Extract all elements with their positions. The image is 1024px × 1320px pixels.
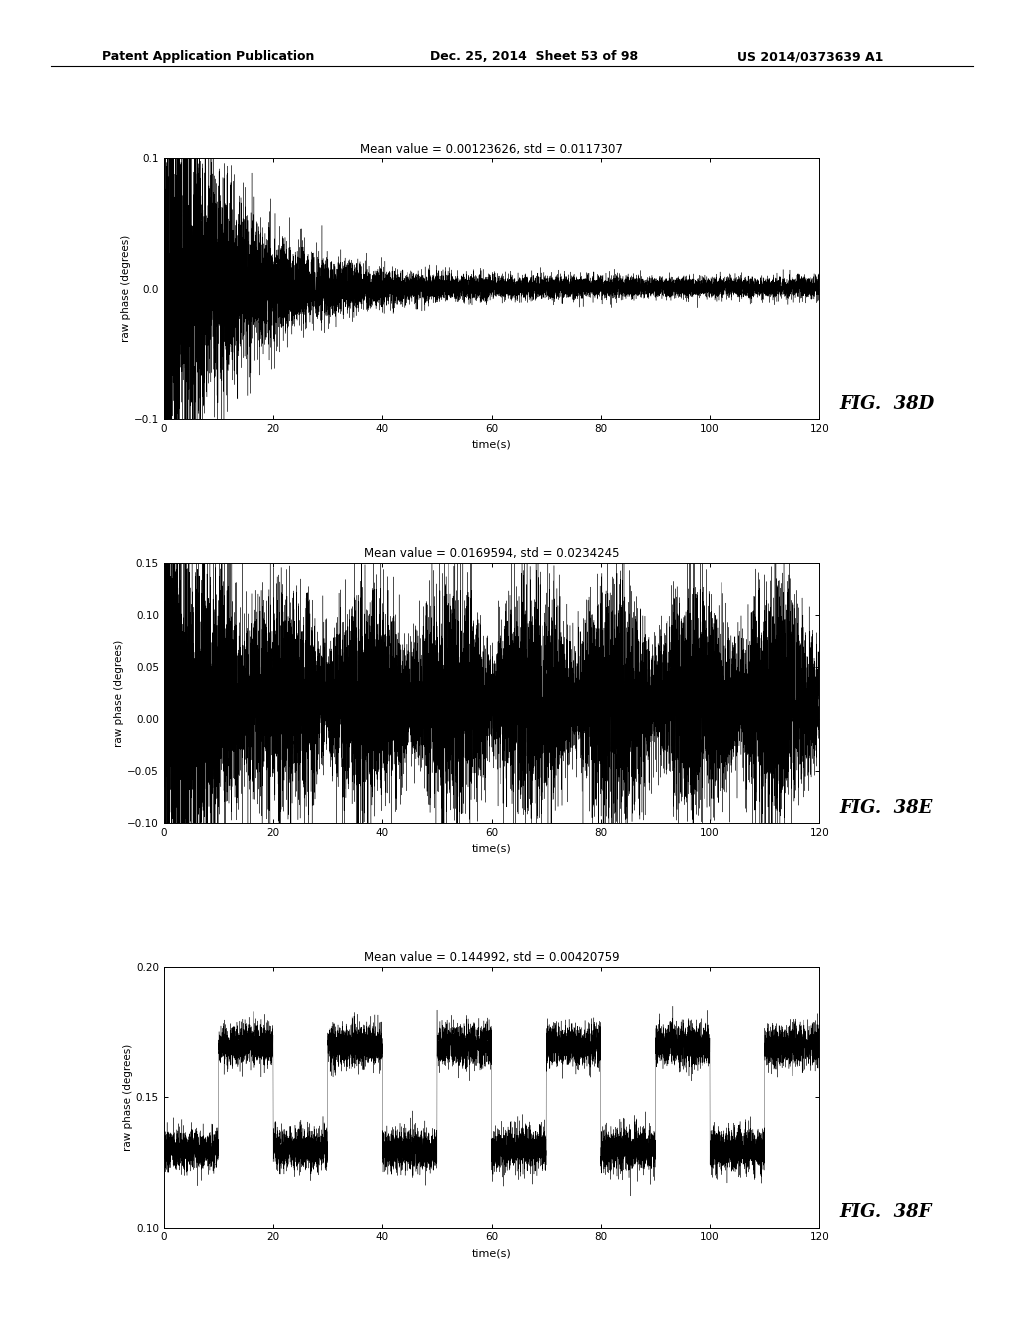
Text: FIG.  38D: FIG. 38D bbox=[840, 395, 935, 413]
Text: FIG.  38E: FIG. 38E bbox=[840, 799, 933, 817]
Title: Mean value = 0.0169594, std = 0.0234245: Mean value = 0.0169594, std = 0.0234245 bbox=[364, 546, 620, 560]
Text: US 2014/0373639 A1: US 2014/0373639 A1 bbox=[737, 50, 884, 63]
Title: Mean value = 0.144992, std = 0.00420759: Mean value = 0.144992, std = 0.00420759 bbox=[364, 952, 620, 965]
Title: Mean value = 0.00123626, std = 0.0117307: Mean value = 0.00123626, std = 0.0117307 bbox=[360, 143, 623, 156]
Y-axis label: raw phase (degrees): raw phase (degrees) bbox=[121, 235, 131, 342]
Y-axis label: raw phase (degrees): raw phase (degrees) bbox=[123, 1044, 133, 1151]
X-axis label: time(s): time(s) bbox=[472, 440, 511, 450]
Text: Dec. 25, 2014  Sheet 53 of 98: Dec. 25, 2014 Sheet 53 of 98 bbox=[430, 50, 638, 63]
Text: Patent Application Publication: Patent Application Publication bbox=[102, 50, 314, 63]
Text: FIG.  38F: FIG. 38F bbox=[840, 1203, 932, 1221]
Y-axis label: raw phase (degrees): raw phase (degrees) bbox=[115, 639, 125, 747]
X-axis label: time(s): time(s) bbox=[472, 843, 511, 854]
X-axis label: time(s): time(s) bbox=[472, 1247, 511, 1258]
